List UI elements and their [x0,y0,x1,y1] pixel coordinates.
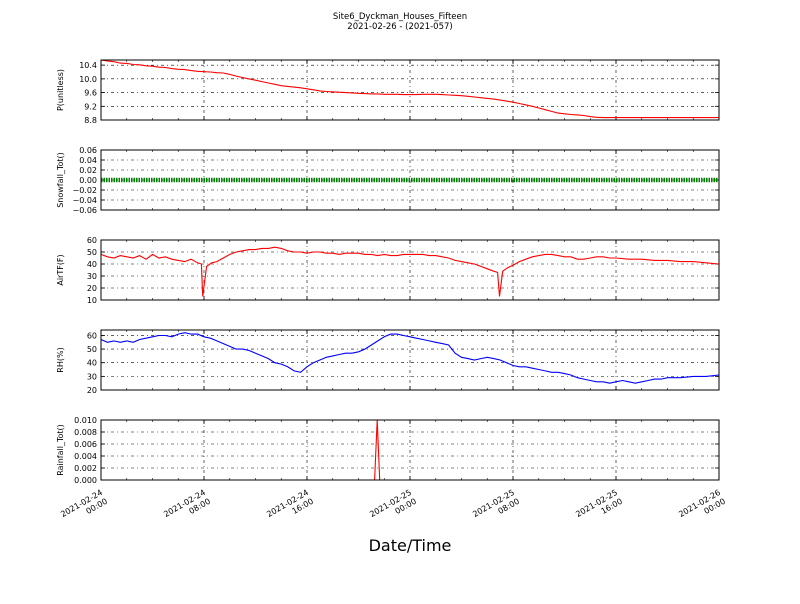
y-tick-label: 0.008 [74,428,97,437]
panel-4: 20 30 40 50 60 RH(%) [56,329,720,395]
panel-3: 10 20 30 40 50 60 AirTF(F) [56,236,720,305]
y-tick-label: 20 [87,284,97,293]
panel-frame [100,329,720,391]
y-tick-label: 60 [87,236,97,245]
y-axis-label: P(unitless) [56,69,65,111]
panel-frame [100,59,720,121]
chart-title: Site6_Dyckman_Houses_Fifteen [333,12,467,22]
chart-subtitle: 2021-02-26 - (2021-057) [347,22,452,32]
x-tick-label: 2021-02-2516:00 [574,488,624,528]
y-tick-label: 0.00 [79,176,97,185]
y-tick-label: 10.0 [79,75,97,84]
y-tick-label: 60 [87,331,97,340]
panel-2: −0.06−0.04−0.020.000.020.040.06 Snowfall_… [56,146,720,215]
y-tick-label: 20 [87,386,97,395]
y-tick-label: 30 [87,372,97,381]
y-tick-label: 0.06 [79,146,97,155]
x-tick-label: 2021-02-2508:00 [471,488,521,528]
y-tick-label: 50 [87,345,97,354]
y-tick-label: 0.02 [79,166,97,175]
y-tick-label: 9.2 [84,102,97,111]
y-tick-label: 0.004 [74,452,97,461]
y-tick-label: 0.04 [79,156,97,165]
y-tick-label: 40 [87,359,97,368]
y-tick-label: 8.8 [84,116,97,125]
x-tick-label: 2021-02-2408:00 [162,488,212,528]
x-tick-label: 2021-02-2400:00 [59,488,109,528]
y-tick-label: 0.002 [74,464,97,473]
panel-5: 0.000 0.002 0.004 0.006 0.008 0.010 Rainfall_T… [56,416,720,485]
panel-frame [100,149,720,211]
y-tick-label: 9.6 [84,89,97,98]
x-axis-label: Date/Time [369,536,452,555]
y-tick-label: 10.4 [79,61,97,70]
panel-1: 8.8 9.2 9.6 10.0 10.4 P(unitless) [56,59,720,125]
y-axis-label: RH(%) [56,347,65,372]
y-tick-label: 0.010 [74,416,97,425]
panels: 8.8 9.2 9.6 10.0 10.4 P(unitless) −0.06−0.04−0… [56,59,727,528]
panel-frame [100,239,720,301]
x-tick-label: 2021-02-2416:00 [265,488,315,528]
x-tick-label: 2021-02-2500:00 [368,488,418,528]
y-tick-label: 0.000 [74,476,97,485]
series-line-1 [100,246,720,297]
y-tick-label: 10 [87,296,97,305]
y-tick-label: 40 [87,260,97,269]
y-axis-label: Rainfall_Tot() [56,424,65,476]
x-tick-label: 2021-02-2600:00 [677,488,727,528]
panel-frame [100,419,720,481]
y-axis-label: Snowfall_Tot() [56,152,65,208]
y-tick-label: 50 [87,248,97,257]
series-line-1 [100,332,720,384]
y-tick-label: 30 [87,272,97,281]
y-tick-label: −0.06 [72,206,97,215]
series-line-1 [100,59,719,119]
y-tick-label: −0.04 [72,196,97,205]
y-tick-label: 0.006 [74,440,97,449]
y-tick-label: −0.02 [72,186,97,195]
y-axis-label: AirTF(F) [56,254,65,285]
